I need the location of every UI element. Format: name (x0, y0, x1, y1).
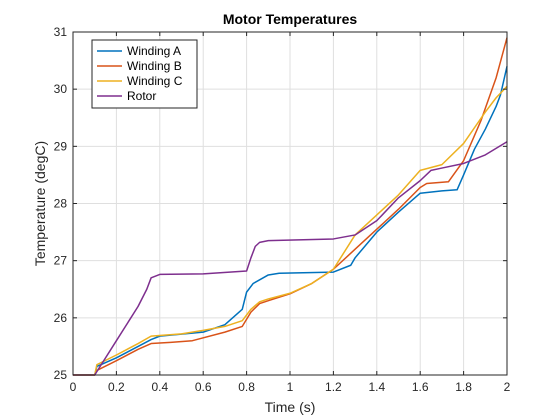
legend-label-winding-a: Winding A (127, 44, 181, 58)
series-line-winding-b (73, 37, 508, 376)
x-tick-label: 2 (504, 380, 511, 394)
x-tick-label: 0.6 (195, 380, 212, 394)
x-tick-label: 0.8 (238, 380, 255, 394)
x-tick-label: 1.2 (325, 380, 342, 394)
x-tick-label: 1.4 (368, 380, 385, 394)
legend-label-rotor: Rotor (127, 89, 156, 103)
x-tick-label: 1.8 (455, 380, 472, 394)
x-tick-label: 0.4 (151, 380, 168, 394)
x-tick-label: 1 (287, 380, 294, 394)
y-tick-label: 31 (54, 25, 68, 39)
y-tick-label: 28 (54, 197, 68, 211)
x-tick-label: 0.2 (108, 380, 125, 394)
legend-label-winding-c: Winding C (127, 74, 183, 88)
series-layer (73, 37, 508, 376)
series-line-rotor (73, 141, 508, 376)
y-tick-label: 27 (54, 254, 68, 268)
legend-label-winding-b: Winding B (127, 59, 182, 73)
x-axis-label: Time (s) (265, 399, 316, 415)
y-tick-label: 26 (54, 311, 68, 325)
y-tick-label: 29 (54, 139, 68, 153)
y-axis-label: Temperature (degC) (32, 141, 48, 266)
x-tick-label: 0 (70, 380, 77, 394)
ticks: 0 0.2 0.4 0.6 0.8 1 1.2 1.4 1.6 1.8 2 25 26 27 28 29 30 3… (54, 25, 511, 394)
series-line-winding-c (73, 85, 508, 376)
chart-title: Motor Temperatures (223, 11, 358, 27)
x-tick-label: 1.6 (412, 380, 429, 394)
y-tick-label: 30 (54, 82, 68, 96)
y-tick-label: 25 (54, 368, 68, 382)
